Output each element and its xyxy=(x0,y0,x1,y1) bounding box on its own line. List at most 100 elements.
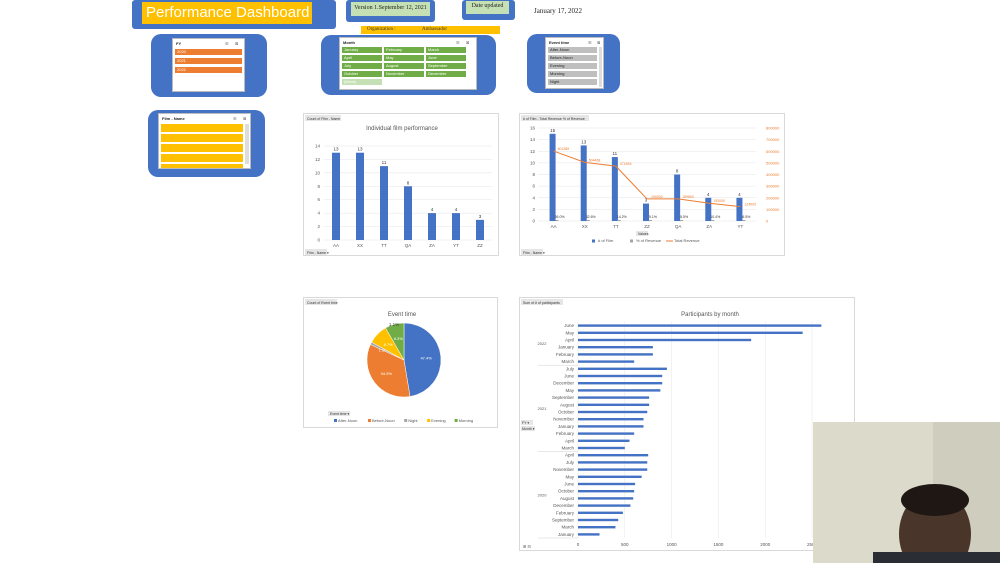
y-tick-label: February xyxy=(556,510,575,515)
multi-select-icon[interactable]: ☰ xyxy=(225,41,229,46)
participants-by-month-chart[interactable]: Sum of # of participants Participants by … xyxy=(520,298,856,552)
data-label: 471894 xyxy=(620,162,632,166)
film-slicer-title: Film - Name xyxy=(162,116,185,121)
participants-chart-panel: Sum of # of participants Participants by … xyxy=(519,297,855,551)
month-slicer-item[interactable]: March xyxy=(426,47,466,53)
legend-swatch xyxy=(630,239,633,243)
pie-slice xyxy=(403,322,442,397)
film-slicer-item[interactable] xyxy=(161,134,243,142)
x-tick-label: AA xyxy=(333,243,339,248)
y2-tick-label: 100000 xyxy=(766,207,780,212)
month-slicer-item[interactable]: (blank) xyxy=(342,79,382,85)
y-tick-label: 14 xyxy=(530,137,536,142)
data-label: 4 xyxy=(738,192,741,197)
month-slicer-item[interactable]: October xyxy=(342,71,382,77)
film-revenue-chart[interactable]: # of Film - Total Revenue % of Revenue 0 2… xyxy=(520,114,786,257)
month-slicer-item[interactable]: September xyxy=(426,63,466,69)
bar xyxy=(578,389,661,392)
data-label: 8.7% xyxy=(384,342,394,347)
y-tick-label: 4 xyxy=(532,195,535,200)
clear-filter-icon[interactable]: ⊠ xyxy=(466,40,470,45)
scrollbar[interactable] xyxy=(599,47,602,87)
bar xyxy=(578,482,636,486)
y2-tick-label: 0 xyxy=(766,219,769,224)
event-time-slicer[interactable]: Event time ☰ ⊠ After-Noon Before-Noon Ev… xyxy=(545,37,604,89)
data-label: 13 xyxy=(357,147,363,152)
month-slicer-item[interactable]: May xyxy=(384,55,424,61)
presenter-video xyxy=(813,422,1000,563)
event-time-item[interactable]: After-Noon xyxy=(548,47,597,53)
x-tick-label: 2500 xyxy=(807,542,818,547)
bar xyxy=(578,418,644,421)
film-slicer-item[interactable] xyxy=(161,124,243,132)
bar xyxy=(578,518,619,522)
fy-slicer[interactable]: FY ☰ ⊠ 2020 2021 2022 xyxy=(172,38,245,92)
month-slicer-item[interactable]: December xyxy=(426,71,466,77)
film-performance-chart-panel: Count of Film - Name Individual film perf… xyxy=(303,113,499,256)
data-label: 5.5% xyxy=(680,215,688,219)
month-slicer-item[interactable]: February xyxy=(384,47,424,53)
legend-label: Morning xyxy=(459,418,473,423)
month-slicer[interactable]: Month ☰ ⊠ January February March April May Ju… xyxy=(339,37,477,90)
event-time-item[interactable]: Morning xyxy=(548,71,597,77)
month-slicer-item[interactable]: July xyxy=(342,63,382,69)
axis-field-button-label: Film - Name ▾ xyxy=(523,251,545,255)
multi-select-icon[interactable]: ☰ xyxy=(233,116,237,121)
month-slicer-item[interactable]: June xyxy=(426,55,466,61)
month-slicer-item[interactable]: August xyxy=(384,63,424,69)
clear-filter-icon[interactable]: ⊠ xyxy=(597,40,601,45)
data-label: 6.5% xyxy=(742,215,750,219)
film-slicer-item[interactable] xyxy=(161,164,243,168)
film-slicer-item[interactable] xyxy=(161,144,243,152)
multi-select-icon[interactable]: ☰ xyxy=(456,40,460,45)
y-tick-label: 2 xyxy=(317,224,320,229)
event-time-chart-panel: Count of Event time Event time 47.4% 34.5% 1… xyxy=(303,297,498,428)
event-time-pie-chart[interactable]: Count of Event time Event time 47.4% 34.5% 1… xyxy=(304,298,499,429)
clear-filter-icon[interactable]: ⊠ xyxy=(235,41,239,46)
month-slicer-item[interactable]: January xyxy=(342,47,382,53)
fy-slicer-item[interactable]: 2022 xyxy=(175,67,242,73)
bar xyxy=(578,511,623,514)
data-label: 10.4% xyxy=(710,215,720,219)
clear-filter-icon[interactable]: ⊠ xyxy=(243,116,247,121)
version-box: Version 1.September 12, 2021 xyxy=(346,0,435,22)
y-tick-label: 2 xyxy=(532,207,535,212)
bar xyxy=(404,186,412,240)
month-slicer-item[interactable]: April xyxy=(342,55,382,61)
data-label: 34.5% xyxy=(381,371,393,376)
event-time-item[interactable]: Before-Noon xyxy=(548,55,597,61)
bar xyxy=(578,454,649,457)
fy-slicer-title: FY xyxy=(176,41,182,46)
x-tick-label: 0 xyxy=(577,542,580,547)
x-tick-label: XX xyxy=(357,243,363,248)
legend-swatch xyxy=(592,239,595,243)
x-tick-label: YT xyxy=(453,243,459,248)
group-label: 2021 xyxy=(538,406,548,411)
event-time-item[interactable]: Evening xyxy=(548,63,597,69)
bar xyxy=(555,220,559,221)
date-updated-label: Date updated xyxy=(466,1,509,14)
scrollbar[interactable] xyxy=(245,124,249,164)
field-button-label: Count of Event time xyxy=(307,301,338,305)
multi-select-icon[interactable]: ☰ xyxy=(588,40,592,45)
bar xyxy=(578,374,663,378)
bar xyxy=(578,353,653,356)
organization-label: Organization : xyxy=(367,27,396,32)
group-label: 2022 xyxy=(538,341,548,346)
bar xyxy=(578,446,625,450)
film-name-slicer[interactable]: Film - Name ☰ ⊠ xyxy=(158,113,251,169)
bar xyxy=(578,331,803,334)
data-label: 26.0% xyxy=(555,215,565,219)
bar xyxy=(578,490,635,493)
data-label: 11 xyxy=(613,151,618,156)
fy-slicer-item[interactable]: 2020 xyxy=(175,49,242,55)
month-slicer-item[interactable]: November xyxy=(384,71,424,77)
film-slicer-item[interactable] xyxy=(161,154,243,162)
x-tick-label: 2000 xyxy=(760,542,771,547)
event-time-item[interactable]: Night xyxy=(548,79,597,85)
expand-collapse-buttons: ⊞ ⊟ xyxy=(523,544,531,549)
bar xyxy=(578,382,663,385)
fy-slicer-item[interactable]: 2021 xyxy=(175,58,242,64)
axis-field-button xyxy=(521,249,543,255)
film-performance-chart[interactable]: Count of Film - Name Individual film perf… xyxy=(304,114,500,257)
